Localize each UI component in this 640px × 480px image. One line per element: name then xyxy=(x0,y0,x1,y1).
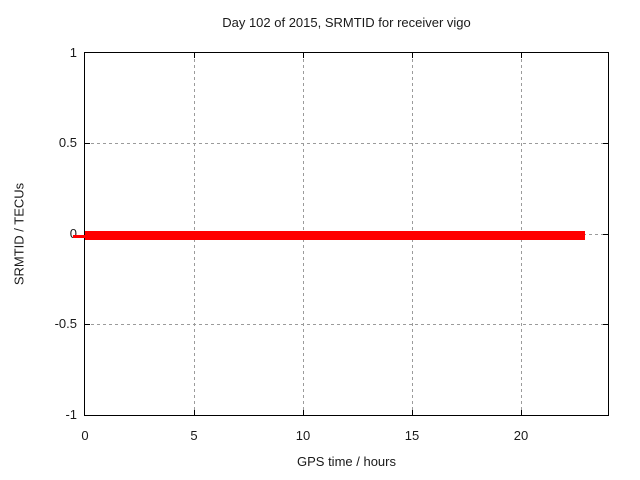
plot-area xyxy=(84,52,609,416)
tickmark-bottom-5 xyxy=(194,410,195,415)
y-axis-label: SRMTID / TECUs xyxy=(11,182,27,286)
tickmark-bottom-20 xyxy=(521,410,522,415)
data-line-srmtid xyxy=(85,231,585,240)
chart-title: Day 102 of 2015, SRMTID for receiver vig… xyxy=(222,15,471,30)
tickmark-bottom-10 xyxy=(303,410,304,415)
tickmark-top-5 xyxy=(194,53,195,58)
tickmark-top-10 xyxy=(303,53,304,58)
tickmark-right--0.5 xyxy=(603,324,608,325)
x-tick-label-0: 0 xyxy=(81,428,89,443)
tickmark-left-0.5 xyxy=(85,143,90,144)
y-tick-label--1: -1 xyxy=(65,407,77,422)
x-tick-label-10: 10 xyxy=(295,428,311,443)
tickmark-left--0.5 xyxy=(85,324,90,325)
gridline-y--0.5 xyxy=(85,324,608,325)
tickmark-top-20 xyxy=(521,53,522,58)
x-axis-label: GPS time / hours xyxy=(297,454,396,469)
y-tick-label--0.5: -0.5 xyxy=(54,316,77,331)
tickmark-right-0 xyxy=(603,234,608,235)
y-tick-label-0.5: 0.5 xyxy=(58,135,77,150)
data-line-srmtid-left-stub xyxy=(73,235,85,238)
y-tick-label-1: 1 xyxy=(69,45,77,60)
gridline-y-0.5 xyxy=(85,143,608,144)
x-tick-label-5: 5 xyxy=(190,428,198,443)
y-tick-label-0: 0 xyxy=(69,226,77,241)
tickmark-right-0.5 xyxy=(603,143,608,144)
x-tick-label-20: 20 xyxy=(513,428,529,443)
tickmark-top-15 xyxy=(412,53,413,58)
x-tick-label-15: 15 xyxy=(404,428,420,443)
tickmark-bottom-15 xyxy=(412,410,413,415)
